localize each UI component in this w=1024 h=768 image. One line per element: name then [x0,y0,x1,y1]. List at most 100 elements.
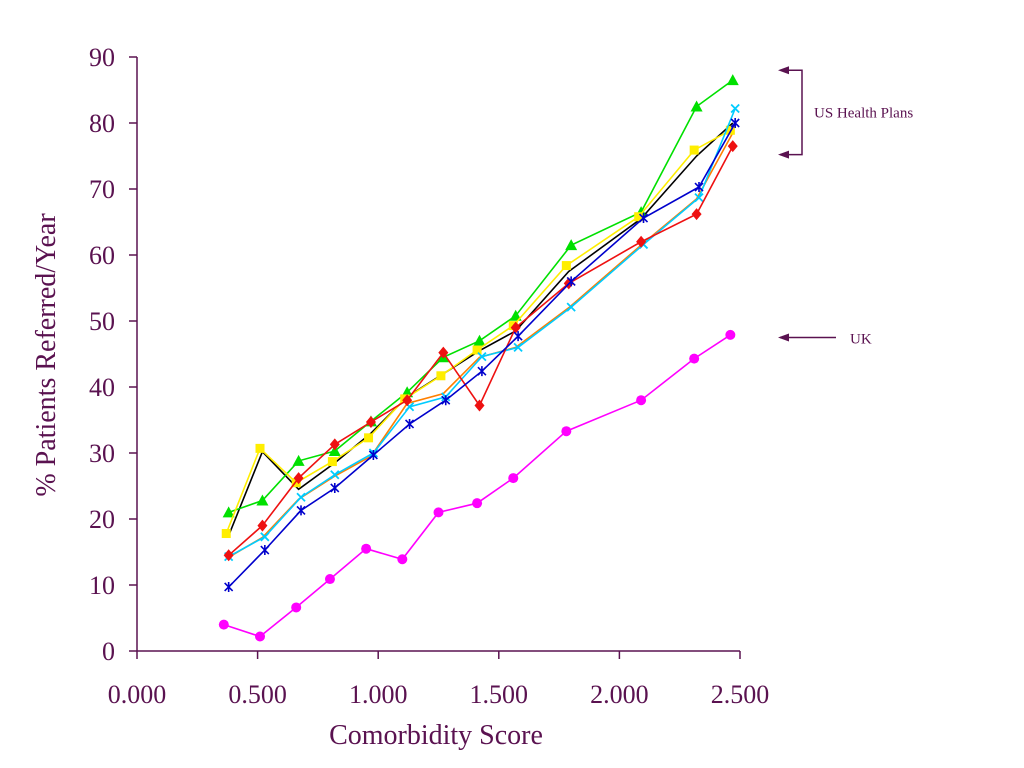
data-point [725,329,736,340]
data-point [561,261,571,271]
data-point [510,321,521,334]
data-point [324,574,335,585]
x-axis-title: Comorbidity Score [329,720,543,751]
y-axis-title: % Patients Referred/Year [31,213,62,497]
y-tick-label: 40 [89,373,115,402]
data-point [689,353,700,364]
x-tick-label: 1.000 [349,680,408,709]
data-point [260,532,270,542]
data-point [690,100,703,112]
arrow-head [778,150,789,159]
chart-series [218,74,740,642]
y-tick-label: 90 [89,43,115,72]
series-7 [223,140,738,562]
data-point [291,602,302,613]
data-point [402,394,413,407]
data-point [397,554,408,565]
y-tick-label: 50 [89,307,115,336]
chart-ticks: 0 10 20 30 40 50 60 70 80 90 0.000 0.500 1.000 1.500 2… [89,43,769,709]
data-point [561,426,572,437]
x-tick-label: 1.500 [470,680,529,709]
data-point [296,505,306,516]
data-point [694,192,704,203]
series-2 [218,329,736,642]
data-point [565,239,578,251]
series-line [228,108,736,558]
data-point [361,543,372,554]
data-point [730,103,740,114]
arrow-head [778,66,789,75]
data-point [636,235,647,248]
data-point [291,478,301,488]
data-point [691,208,702,221]
series-line [225,129,731,534]
data-point [726,74,739,86]
data-point [260,545,270,556]
data-point [513,342,523,353]
data-point [472,345,482,355]
series-4 [222,74,739,518]
annotation-label: US Health Plans [814,105,913,121]
x-tick-label: 2.500 [711,680,770,709]
data-point [255,443,265,453]
data-point [694,182,704,193]
data-point [730,118,740,128]
x-tick-label: 2.000 [590,680,649,709]
data-point [296,492,306,502]
data-point [436,371,446,381]
data-point [508,473,519,484]
data-point [566,302,576,312]
data-point [368,449,378,460]
annotation-1: US Health Plans [778,66,913,159]
data-point [330,482,340,493]
data-point [566,276,576,287]
data-point [634,212,644,222]
data-point [293,472,304,485]
data-point [638,213,649,224]
arrow-head [778,333,789,342]
annotation-label: UK [850,332,872,348]
data-point [256,494,269,506]
data-point [224,581,234,592]
data-point [365,415,376,428]
data-point [689,145,699,155]
data-point [636,395,647,406]
data-point [364,433,374,443]
data-point [257,519,268,532]
series-line [228,79,734,514]
data-point [441,395,451,406]
data-point [223,549,234,562]
data-point [472,498,483,509]
data-point [292,454,305,466]
chart-axes [136,57,740,652]
y-tick-label: 60 [89,241,115,270]
data-point [474,399,485,412]
y-tick-label: 10 [89,571,115,600]
chart-annotations: US Health Plans UK [778,66,913,348]
data-point [222,506,235,518]
y-tick-label: 80 [89,109,115,138]
x-tick-label: 0.000 [108,680,167,709]
data-point [327,457,337,467]
data-point [329,438,340,451]
bracket-line [780,69,803,156]
data-point [513,331,523,342]
x-tick-label: 0.500 [228,680,287,709]
annotation-2: UK [778,332,872,348]
y-tick-label: 0 [102,637,115,666]
data-point [328,445,341,457]
data-point [404,418,415,429]
data-point [221,529,231,539]
data-point [218,619,229,630]
data-point [473,334,486,346]
data-point [477,366,487,377]
y-tick-label: 70 [89,175,115,204]
data-point [330,470,340,480]
data-point [509,309,522,321]
data-point [727,140,738,153]
y-tick-label: 30 [89,439,115,468]
y-tick-label: 20 [89,505,115,534]
series-8 [224,118,740,592]
data-point [433,507,444,518]
